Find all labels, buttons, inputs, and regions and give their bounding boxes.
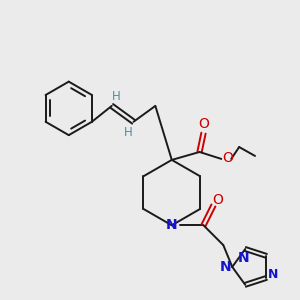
- Text: H: H: [112, 89, 121, 103]
- Text: O: O: [222, 151, 233, 165]
- Text: N: N: [220, 260, 231, 274]
- Text: N: N: [237, 251, 249, 265]
- Text: H: H: [124, 126, 133, 139]
- Text: O: O: [212, 193, 223, 206]
- Text: N: N: [268, 268, 278, 281]
- Text: O: O: [198, 117, 209, 131]
- Text: N: N: [166, 218, 178, 232]
